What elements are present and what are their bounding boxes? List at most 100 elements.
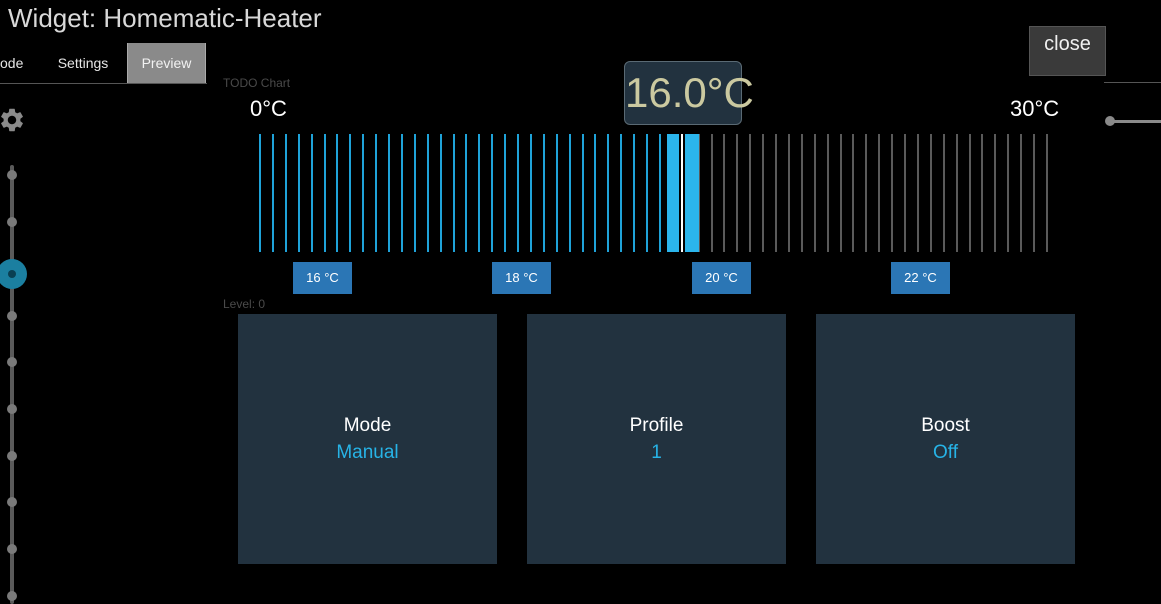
scale-tick [375, 134, 377, 252]
scale-tick [388, 134, 390, 252]
profile-tile[interactable]: Profile 1 [527, 314, 786, 564]
selected-line [681, 134, 683, 252]
window-title: Widget: Homematic-Heater [8, 3, 322, 33]
min-temp-label: 0°C [250, 96, 287, 121]
level-label: Level: 0 [223, 297, 266, 311]
scale-tick [698, 134, 700, 252]
boost-label: Boost [921, 415, 970, 436]
tab-code[interactable]: ode [0, 55, 24, 71]
slider-stop[interactable] [7, 497, 17, 507]
scale-tick [259, 134, 261, 252]
scale-tick [801, 134, 803, 252]
preset-22-button[interactable]: 22 °C [891, 262, 950, 294]
close-button[interactable]: close [1029, 26, 1106, 76]
scale-tick [994, 134, 996, 252]
mode-value: Manual [336, 442, 399, 463]
level-slider-track[interactable] [10, 165, 14, 604]
slider-stop[interactable] [7, 404, 17, 414]
slider-stop[interactable] [7, 357, 17, 367]
scale-tick [814, 134, 816, 252]
scale-tick [646, 134, 648, 252]
preset-20-button[interactable]: 20 °C [692, 262, 751, 294]
temperature-scale[interactable] [255, 134, 1065, 254]
scale-tick [788, 134, 790, 252]
tab-divider-right [1104, 82, 1161, 83]
level-slider-handle-center [8, 270, 16, 278]
slider-stop[interactable] [7, 451, 17, 461]
scale-tick [827, 134, 829, 252]
scale-tick [594, 134, 596, 252]
scale-tick [956, 134, 958, 252]
scale-tick [840, 134, 842, 252]
scale-tick [762, 134, 764, 252]
tab-settings[interactable]: Settings [57, 55, 109, 71]
scale-tick [865, 134, 867, 252]
selected-marker [685, 134, 699, 252]
scale-tick [298, 134, 300, 252]
scale-tick [582, 134, 584, 252]
chart-placeholder: TODO Chart [223, 76, 291, 90]
slider-stop[interactable] [7, 217, 17, 227]
preset-18-button[interactable]: 18 °C [492, 262, 551, 294]
slider-stop[interactable] [7, 170, 17, 180]
scale-tick [453, 134, 455, 252]
side-slider-track[interactable] [1110, 120, 1161, 123]
tab-preview[interactable]: Preview [127, 43, 206, 83]
scale-tick [1033, 134, 1035, 252]
scale-tick [917, 134, 919, 252]
boost-value: Off [933, 442, 958, 463]
boost-tile[interactable]: Boost Off [816, 314, 1075, 564]
scale-tick [504, 134, 506, 252]
scale-tick [891, 134, 893, 252]
scale-tick [272, 134, 274, 252]
tab-divider [0, 83, 207, 84]
scale-tick [440, 134, 442, 252]
scale-tick [969, 134, 971, 252]
scale-tick [659, 134, 661, 252]
scale-tick [311, 134, 313, 252]
scale-tick [775, 134, 777, 252]
scale-tick [736, 134, 738, 252]
scale-tick [1007, 134, 1009, 252]
scale-tick [349, 134, 351, 252]
scale-tick [465, 134, 467, 252]
max-temp-label: 30°C [1010, 96, 1060, 121]
current-temperature: 16.0°C [624, 61, 754, 125]
scale-tick [362, 134, 364, 252]
scale-tick [285, 134, 287, 252]
scale-tick [711, 134, 713, 252]
scale-tick [517, 134, 519, 252]
scale-tick [569, 134, 571, 252]
scale-tick [878, 134, 880, 252]
scale-tick [324, 134, 326, 252]
scale-tick [414, 134, 416, 252]
scale-tick [607, 134, 609, 252]
scale-tick [336, 134, 338, 252]
scale-tick [1020, 134, 1022, 252]
slider-stop[interactable] [7, 591, 17, 601]
scale-tick [1046, 134, 1048, 252]
mode-label: Mode [343, 415, 392, 436]
scale-tick [491, 134, 493, 252]
profile-label: Profile [629, 415, 684, 436]
scale-tick [427, 134, 429, 252]
profile-value: 1 [651, 442, 662, 463]
scale-tick [930, 134, 932, 252]
selected-marker [667, 134, 679, 252]
mode-tile[interactable]: Mode Manual [238, 314, 497, 564]
scale-tick [543, 134, 545, 252]
scale-tick [749, 134, 751, 252]
slider-stop[interactable] [7, 544, 17, 554]
gear-icon[interactable] [0, 106, 26, 134]
scale-tick [633, 134, 635, 252]
scale-tick [530, 134, 532, 252]
scale-tick [943, 134, 945, 252]
scale-tick [556, 134, 558, 252]
scale-tick [478, 134, 480, 252]
scale-tick [904, 134, 906, 252]
scale-tick [852, 134, 854, 252]
preset-16-button[interactable]: 16 °C [293, 262, 352, 294]
slider-stop[interactable] [7, 311, 17, 321]
scale-tick [981, 134, 983, 252]
scale-tick [723, 134, 725, 252]
